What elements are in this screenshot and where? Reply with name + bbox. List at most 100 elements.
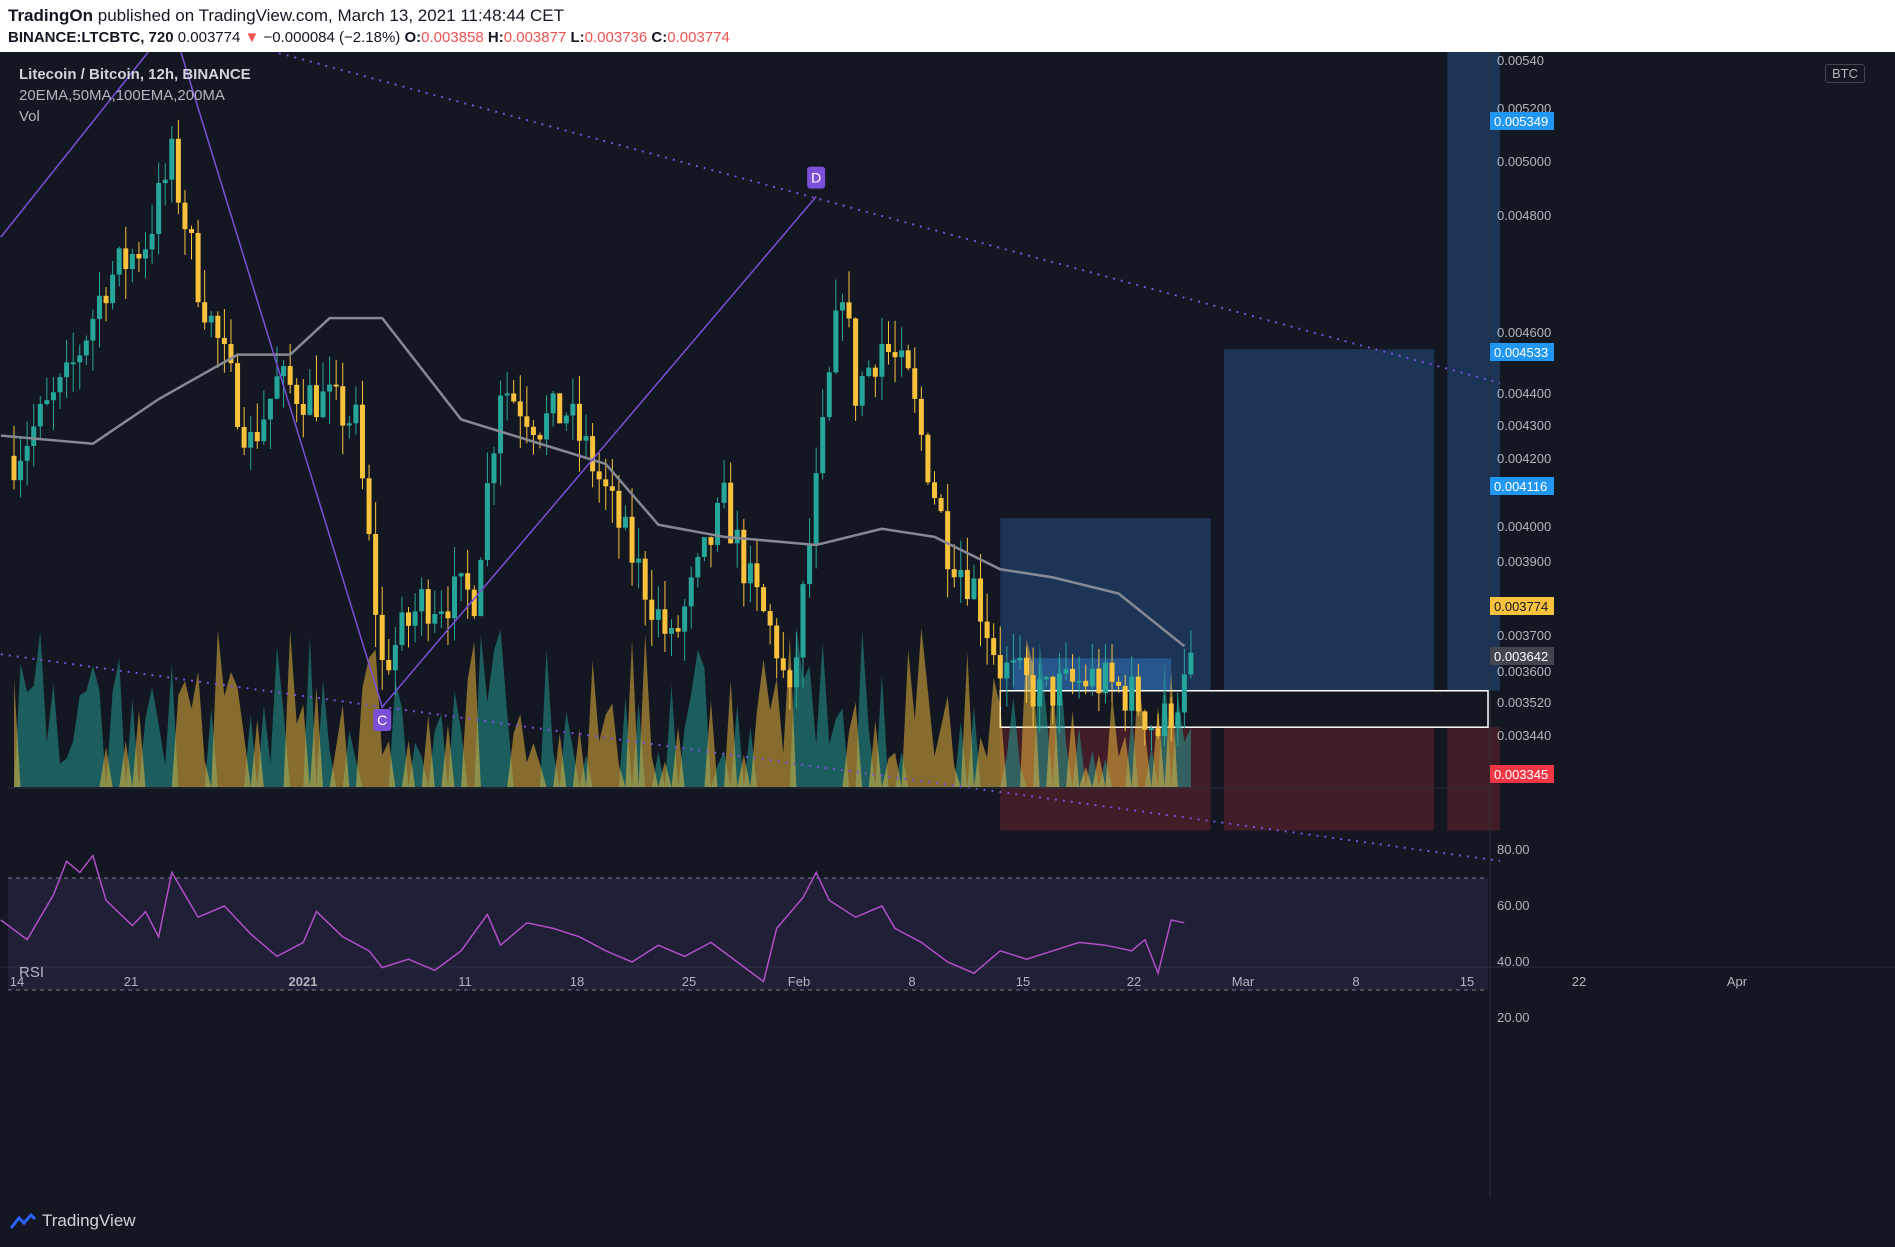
time-tick-7: 8 [908, 974, 915, 989]
candle-body [780, 658, 786, 671]
candle-body [248, 431, 254, 448]
candle-62 [419, 577, 425, 636]
candle-172 [1142, 709, 1148, 746]
candle-body [136, 253, 142, 259]
candle-body [978, 578, 984, 622]
candle-body [471, 589, 477, 617]
candle-body [859, 376, 865, 406]
candle-43 [294, 378, 300, 423]
time-tick-1: 21 [124, 974, 138, 989]
candle-35 [241, 407, 247, 456]
candle-body [1129, 676, 1135, 711]
candle-body [366, 478, 372, 535]
candle-body [622, 516, 628, 528]
candle-body [215, 315, 221, 338]
candle-123 [820, 389, 826, 480]
candle-body [300, 404, 306, 415]
price-tick-12: 0.003520 [1497, 695, 1551, 710]
candle-5 [44, 377, 50, 406]
candle-body [1089, 668, 1095, 687]
candle-body [313, 385, 319, 418]
candle-124 [826, 367, 832, 422]
candle-140 [932, 471, 937, 505]
chart-canvas[interactable]: BCD0.005400.0052000.0050000.0048000.0046… [0, 52, 1895, 1197]
symbol-label[interactable]: BINANCE:LTCBTC, 720 [8, 29, 174, 46]
candle-92 [616, 475, 622, 559]
candle-body [432, 614, 438, 624]
candle-body [406, 612, 411, 626]
candle-174 [1155, 713, 1161, 740]
candle-body [991, 638, 997, 656]
candle-47 [320, 362, 326, 419]
tradingview-brand[interactable]: TradingView [10, 1211, 136, 1231]
candle-body [143, 249, 148, 259]
price-label-target-box [1490, 477, 1554, 495]
candle-body [1017, 657, 1023, 661]
price-tick-7: 0.004200 [1497, 451, 1551, 466]
price-tick-6: 0.004300 [1497, 418, 1551, 433]
high-label: H: [487, 29, 504, 46]
candle-body [1162, 703, 1168, 736]
candle-body [169, 138, 175, 180]
candle-145 [964, 537, 970, 606]
candle-body [583, 436, 589, 441]
candle-body [1135, 676, 1141, 712]
candle-body [945, 511, 951, 570]
low-label: L: [570, 29, 585, 46]
series-title[interactable]: Litecoin / Bitcoin, 12h, BINANCE [19, 66, 251, 83]
author-name[interactable]: TradingOn [8, 6, 93, 25]
volume-down-area [14, 627, 1191, 787]
price-tick-11: 0.003600 [1497, 664, 1551, 679]
candle-body [241, 426, 247, 448]
candle-83 [557, 393, 563, 424]
candle-147 [978, 554, 984, 647]
candle-body [438, 611, 444, 615]
volume-legend[interactable]: Vol [19, 108, 40, 125]
candle-body [235, 363, 241, 427]
candle-56 [379, 586, 385, 690]
indicator-list[interactable]: 20EMA,50MA,100EMA,200MA [19, 87, 225, 104]
candle-1 [18, 437, 24, 498]
candle-body [971, 578, 977, 600]
candle-body [853, 318, 859, 406]
candle-64 [432, 590, 438, 634]
candle-33 [228, 319, 234, 373]
candle-body [156, 183, 162, 234]
price-tick-3: 0.004800 [1497, 208, 1551, 223]
candle-body [1010, 660, 1016, 663]
candle-168 [1116, 676, 1122, 693]
candle-body [228, 344, 234, 364]
candle-169 [1122, 675, 1128, 732]
chart-area[interactable]: BCD0.005400.0052000.0050000.0048000.0046… [0, 52, 1895, 1197]
candle-body [484, 483, 490, 560]
time-tick-10: Mar [1232, 974, 1255, 989]
candle-body [110, 274, 116, 304]
candle-25 [175, 119, 181, 215]
candle-body [721, 482, 727, 503]
candle-body [1096, 668, 1102, 694]
rsi-legend[interactable]: RSI [19, 964, 45, 981]
candle-13 [96, 272, 102, 348]
low-value: 0.003736 [584, 29, 648, 46]
currency-badge[interactable]: BTC [1825, 64, 1865, 83]
price-label-level: 0.003642 [1494, 649, 1548, 664]
candle-161 [1070, 654, 1076, 695]
candle-body [958, 569, 964, 578]
candle-body [50, 392, 56, 401]
candle-27 [189, 225, 195, 260]
candle-body [90, 318, 96, 341]
candle-body [1116, 681, 1122, 686]
trendline-upper [271, 52, 1501, 384]
candle-77 [517, 375, 523, 448]
candle-97 [649, 570, 655, 646]
price-label-target-box [1490, 112, 1554, 130]
candle-80 [537, 432, 543, 449]
stop-zone-2 [1223, 727, 1435, 831]
candle-body [412, 611, 418, 626]
candle-body [925, 434, 931, 483]
time-tick-5: 25 [682, 974, 696, 989]
candle-104 [695, 553, 701, 588]
candle-178 [1181, 648, 1187, 729]
rsi-line [0, 853, 1185, 983]
candle-body [695, 556, 701, 578]
